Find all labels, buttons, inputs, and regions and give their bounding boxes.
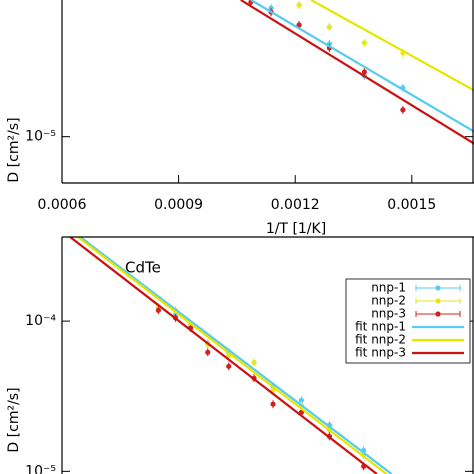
legend-label: fit nnp-1 bbox=[355, 320, 406, 334]
data-point bbox=[270, 401, 276, 407]
y-tick-label: 10⁻⁵ bbox=[25, 463, 56, 474]
x-tick-label: 0.0009 bbox=[154, 197, 203, 213]
data-point bbox=[361, 69, 367, 75]
x-tick-label: 0.0006 bbox=[38, 197, 87, 213]
legend-swatch bbox=[435, 285, 441, 291]
legend-label: fit nnp-3 bbox=[355, 346, 406, 360]
fit-line bbox=[310, 0, 474, 92]
data-point bbox=[361, 40, 367, 46]
y-tick-label: 10⁻⁴ bbox=[25, 313, 56, 329]
data-point bbox=[298, 397, 305, 403]
legend-label: nnp-1 bbox=[371, 281, 406, 295]
data-point bbox=[326, 24, 333, 30]
data-point bbox=[400, 107, 406, 113]
data-point bbox=[251, 359, 257, 366]
chart-title: CdTe bbox=[125, 259, 161, 277]
fit-line bbox=[77, 237, 388, 474]
data-point bbox=[205, 349, 211, 355]
x-tick-label: 0.0012 bbox=[271, 197, 320, 213]
legend-label: fit nnp-2 bbox=[355, 333, 406, 347]
data-point bbox=[226, 363, 232, 369]
fit-line bbox=[79, 237, 393, 474]
y-tick-label: 10⁻⁵ bbox=[25, 129, 56, 145]
legend-label: nnp-2 bbox=[371, 294, 406, 308]
data-point bbox=[155, 307, 161, 313]
legend-label: nnp-3 bbox=[371, 307, 406, 321]
legend-box bbox=[345, 278, 471, 364]
fit-line bbox=[69, 237, 378, 474]
data-point bbox=[296, 22, 302, 28]
legend-swatch bbox=[435, 311, 441, 317]
x-tick-label: 0.0015 bbox=[387, 197, 436, 213]
plot-area bbox=[240, 0, 474, 145]
fit-line bbox=[250, 0, 474, 133]
plot-area bbox=[69, 237, 393, 474]
legend-swatch bbox=[435, 298, 441, 304]
y-axis-label: D [cm²/s] bbox=[6, 387, 22, 452]
fit-line bbox=[240, 0, 474, 145]
x-axis-label: 1/T [1/K] bbox=[266, 221, 326, 237]
data-point bbox=[296, 2, 302, 8]
y-axis-label: D [cm²/s] bbox=[6, 117, 22, 182]
